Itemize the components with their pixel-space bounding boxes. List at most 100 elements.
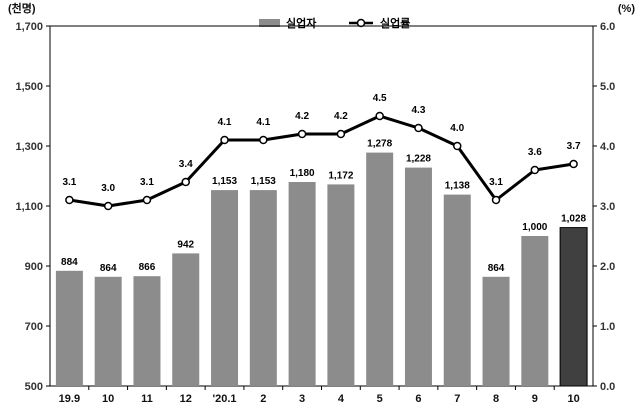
line-point (259, 135, 268, 145)
bar (366, 152, 394, 386)
line-point (297, 129, 307, 139)
right-tick-label: 2.0 (600, 261, 615, 273)
right-tick-label: 0.0 (600, 381, 615, 393)
left-tick-label: 1,100 (15, 201, 43, 213)
line-value-label: 4.3 (412, 105, 426, 116)
line-point (569, 159, 578, 169)
category-label: 9 (532, 393, 538, 405)
bar (482, 276, 510, 386)
left-tick-label: 1,700 (15, 21, 43, 33)
line-point (142, 195, 152, 205)
left-tick-label: 1,300 (15, 141, 43, 153)
line-path (69, 114, 574, 208)
bar-series (55, 152, 588, 387)
line-value-label: 4.1 (218, 117, 232, 128)
line-point (453, 141, 462, 151)
bar (521, 236, 549, 386)
bar-value-label: 1,153 (212, 176, 237, 187)
bar (249, 190, 277, 386)
line-point (336, 129, 346, 139)
line-value-label: 4.0 (450, 123, 464, 134)
line-value-label: 3.1 (62, 177, 76, 188)
bar-value-label: 864 (488, 263, 505, 274)
legend-bar-swatch (259, 19, 280, 27)
bar-value-label: 1,228 (406, 154, 431, 165)
left-axis: 500 700 900 1,100 1,300 1,500 1,700 (15, 21, 50, 393)
left-tick-label: 900 (25, 261, 43, 273)
bar (327, 184, 355, 386)
bar-value-label: 1,153 (251, 176, 276, 187)
category-label: 4 (338, 393, 345, 405)
category-label: 2 (260, 393, 266, 405)
legend-bar-label: 실업자 (286, 16, 317, 30)
bar (559, 227, 588, 387)
line-series (65, 111, 578, 211)
line-value-label: 3.6 (528, 147, 542, 158)
left-tick-label: 500 (25, 381, 43, 393)
right-tick-label: 4.0 (600, 141, 615, 153)
line-point (220, 135, 229, 145)
category-label: 5 (377, 393, 383, 405)
line-value-label: 3.7 (567, 141, 581, 152)
bar-value-label: 1,172 (328, 170, 353, 181)
bar (404, 167, 432, 386)
legend-line-marker (356, 18, 366, 28)
line-point (375, 111, 384, 121)
legend: 실업자 실업률 (259, 16, 410, 30)
category-label: 3 (299, 393, 305, 405)
line-point (491, 195, 501, 205)
right-tick-label: 1.0 (600, 321, 615, 333)
category-label: 12 (180, 393, 192, 405)
category-label: 7 (454, 393, 460, 405)
bar-value-label: 864 (100, 263, 117, 274)
category-label: 10 (567, 393, 579, 405)
bar-value-label: 1,180 (290, 168, 315, 179)
left-axis-unit: (천명) (8, 1, 36, 15)
line-labels: 3.1 3.0 3.1 3.4 4.1 4.1 4.2 4.2 4.5 4.3 4.0 3.1 3.6 3… (62, 93, 581, 194)
right-axis: 0.0 1.0 2.0 3.0 4.0 5.0 6.0 (593, 21, 615, 393)
category-label: 11 (141, 393, 153, 405)
line-value-label: 3.0 (101, 183, 115, 194)
plot-area (49, 25, 594, 387)
right-tick-label: 3.0 (600, 201, 615, 213)
right-tick-label: 6.0 (600, 21, 615, 33)
bar (211, 190, 239, 386)
category-label: 6 (415, 393, 421, 405)
left-tick-label: 700 (25, 321, 43, 333)
bar (133, 276, 161, 386)
x-axis: 19.9 10 11 12 '20.1 2 3 4 5 6 7 8 9 10 (59, 386, 580, 405)
line-value-label: 4.2 (295, 111, 309, 122)
bar (443, 194, 471, 386)
line-point (530, 165, 540, 175)
bar (288, 182, 316, 386)
line-value-label: 3.1 (140, 177, 154, 188)
bar (172, 253, 200, 386)
line-value-label: 3.4 (179, 159, 193, 170)
bar (94, 276, 122, 386)
left-tick-label: 1,500 (15, 81, 43, 93)
right-axis-unit: (%) (618, 3, 635, 15)
legend-line-label: 실업률 (380, 16, 410, 30)
bar-labels: 884 864 866 942 1,153 1,153 1,180 1,172 1,278 1,2… (61, 139, 587, 274)
bar-value-label: 866 (139, 262, 156, 273)
bar (55, 270, 83, 386)
line-point (181, 177, 190, 187)
line-point (414, 123, 423, 133)
line-value-label: 4.2 (334, 111, 348, 122)
bar-value-label: 942 (177, 239, 194, 250)
category-label: 19.9 (59, 393, 80, 405)
line-point (65, 195, 74, 205)
category-label: 8 (493, 393, 499, 405)
bar-value-label: 1,278 (367, 139, 392, 150)
line-value-label: 3.1 (489, 177, 503, 188)
bar-value-label: 884 (61, 257, 78, 268)
line-value-label: 4.1 (256, 117, 270, 128)
line-value-label: 4.5 (373, 93, 387, 104)
line-point (103, 201, 113, 211)
bar-value-label: 1,138 (445, 181, 470, 192)
right-tick-label: 5.0 (600, 81, 615, 93)
category-label: 10 (102, 393, 114, 405)
bar-value-label: 1,028 (561, 214, 586, 225)
bar-value-label: 1,000 (522, 222, 547, 233)
